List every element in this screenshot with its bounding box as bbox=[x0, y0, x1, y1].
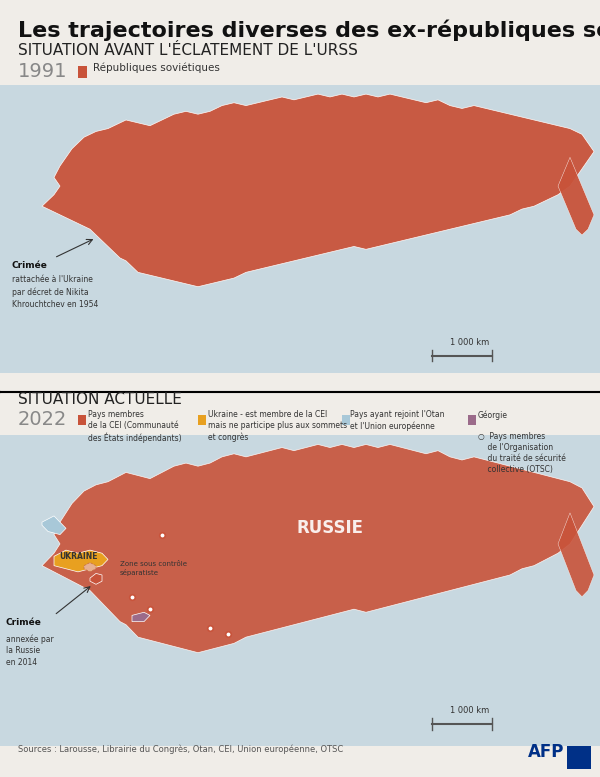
Polygon shape bbox=[42, 516, 66, 535]
Polygon shape bbox=[558, 513, 594, 597]
Polygon shape bbox=[42, 444, 594, 653]
Text: Crimée: Crimée bbox=[12, 261, 48, 270]
Polygon shape bbox=[42, 94, 594, 287]
Text: Crimée: Crimée bbox=[6, 618, 42, 628]
Text: ○  Pays membres
    de l'Organisation
    du traité de sécurité
    collective (: ○ Pays membres de l'Organisation du trai… bbox=[478, 432, 565, 474]
Text: Républiques soviétiques: Républiques soviétiques bbox=[93, 62, 220, 73]
Text: 1 000 km: 1 000 km bbox=[450, 706, 489, 715]
Text: 1 000 km: 1 000 km bbox=[450, 338, 489, 347]
Polygon shape bbox=[558, 157, 594, 235]
Text: Les trajectoires diverses des ex-républiques soviétiques: Les trajectoires diverses des ex-républi… bbox=[18, 19, 600, 41]
Text: Ukraine - est membre de la CEI
mais ne participe plus aux sommets
et congrès: Ukraine - est membre de la CEI mais ne p… bbox=[208, 410, 347, 442]
Text: 2022: 2022 bbox=[18, 410, 67, 429]
Polygon shape bbox=[132, 612, 150, 622]
Text: SITUATION AVANT L'ÉCLATEMENT DE L'URSS: SITUATION AVANT L'ÉCLATEMENT DE L'URSS bbox=[18, 43, 358, 57]
Text: annexée par
la Russie
en 2014: annexée par la Russie en 2014 bbox=[6, 634, 54, 667]
Text: Géorgie: Géorgie bbox=[478, 410, 508, 420]
Polygon shape bbox=[90, 573, 102, 584]
Text: rattachée à l'Ukraine
par décret de Nikita
Khrouchtchev en 1954: rattachée à l'Ukraine par décret de Niki… bbox=[12, 275, 98, 308]
Circle shape bbox=[568, 746, 590, 769]
Text: Pays ayant rejoint l'Otan
et l'Union européenne: Pays ayant rejoint l'Otan et l'Union eur… bbox=[350, 410, 445, 431]
Polygon shape bbox=[84, 563, 96, 572]
Text: UKRAINE: UKRAINE bbox=[59, 552, 97, 561]
Text: Sources : Larousse, Librairie du Congrès, Otan, CEI, Union européenne, OTSC: Sources : Larousse, Librairie du Congrès… bbox=[18, 744, 343, 754]
Text: Zone sous contrôle
séparatiste: Zone sous contrôle séparatiste bbox=[120, 561, 187, 577]
Text: 1991: 1991 bbox=[18, 62, 67, 81]
Text: Pays membres
de la CEI (Communauté
des États indépendants): Pays membres de la CEI (Communauté des É… bbox=[88, 410, 181, 444]
Text: AFP: AFP bbox=[528, 744, 565, 761]
Polygon shape bbox=[54, 550, 108, 572]
Text: RUSSIE: RUSSIE bbox=[296, 519, 364, 538]
Text: SITUATION ACTUELLE: SITUATION ACTUELLE bbox=[18, 392, 182, 407]
